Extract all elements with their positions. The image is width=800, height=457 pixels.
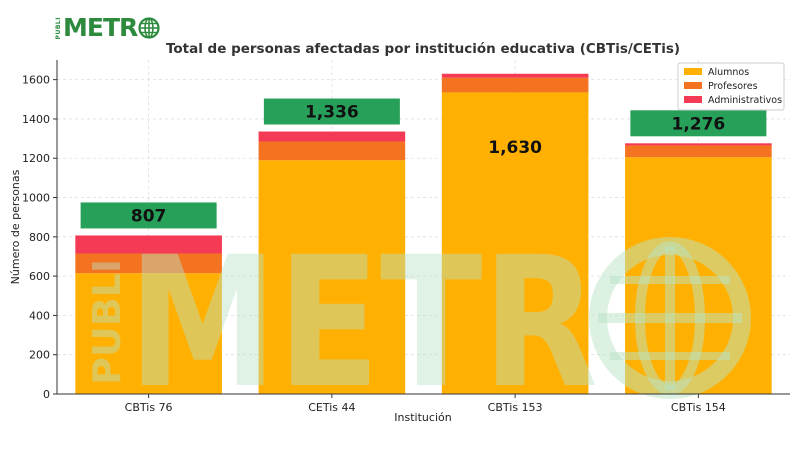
y-tick-label: 200	[29, 349, 50, 362]
globe-icon	[138, 17, 160, 39]
y-tick-label: 1200	[22, 152, 50, 165]
watermark-metro: METR	[128, 219, 598, 428]
logo-metro-text: METR	[63, 13, 138, 42]
bar-profesores-2	[258, 141, 406, 161]
total-label-2: 1,336	[305, 103, 359, 123]
total-label-1: 807	[131, 206, 167, 226]
y-tick-label: 1600	[22, 74, 50, 87]
y-tick-label: 600	[29, 270, 50, 283]
bar-profesores-4	[625, 145, 772, 158]
legend-label-administrativos: Administrativos	[708, 95, 782, 106]
x-tick-label: CBTis 76	[125, 401, 173, 414]
total-label-box-4	[630, 110, 767, 137]
x-tick-label: CBTis 154	[671, 401, 726, 414]
bar-profesores-1	[75, 253, 222, 274]
bar-alumnos-1	[75, 273, 222, 394]
total-label-3: 1,630	[488, 138, 542, 158]
x-axis-label: Institución	[394, 411, 451, 424]
publimetro-logo: PUBLI METR	[55, 14, 160, 42]
total-label-box-2	[263, 98, 400, 125]
legend: Alumnos Profesores Administrativos	[677, 62, 785, 111]
legend-label-profesores: Profesores	[708, 81, 758, 92]
bar-profesores-3	[441, 77, 589, 93]
bar-administrativos-2	[258, 131, 406, 142]
y-tick-label: 1000	[22, 192, 50, 205]
y-tick-label: 1400	[22, 113, 50, 126]
y-axis-label: Número de personas	[9, 169, 22, 284]
watermark-publi: PUBLI	[85, 259, 129, 385]
legend-swatch-alumnos	[684, 68, 702, 75]
total-labels: 807 1,336 1,630 1,276	[80, 98, 767, 229]
legend-box	[677, 62, 785, 111]
bar-alumnos-3	[441, 92, 589, 394]
legend-swatch-administrativos	[684, 96, 702, 103]
y-tick-label: 400	[29, 309, 50, 322]
y-tick-label: 0	[43, 388, 50, 401]
bar-alumnos-2	[258, 160, 406, 394]
bar-administrativos-3	[441, 73, 589, 78]
total-label-box-1	[80, 202, 217, 229]
logo-publi-text: PUBLI	[55, 16, 62, 40]
total-label-4: 1,276	[671, 114, 725, 134]
legend-swatch-profesores	[684, 82, 702, 89]
x-tick-label: CBTis 153	[488, 401, 543, 414]
bar-administrativos-1	[75, 235, 222, 254]
legend-label-alumnos: Alumnos	[708, 67, 749, 78]
bar-administrativos-4	[625, 143, 772, 146]
x-tick-label: CETis 44	[308, 401, 355, 414]
y-tick-label: 800	[29, 231, 50, 244]
chart-title: Total de personas afectadas por instituc…	[166, 41, 680, 57]
axes: 0 200 400 600 800 1000 1200 1400 1600 CBTis 76 CET…	[22, 60, 790, 414]
